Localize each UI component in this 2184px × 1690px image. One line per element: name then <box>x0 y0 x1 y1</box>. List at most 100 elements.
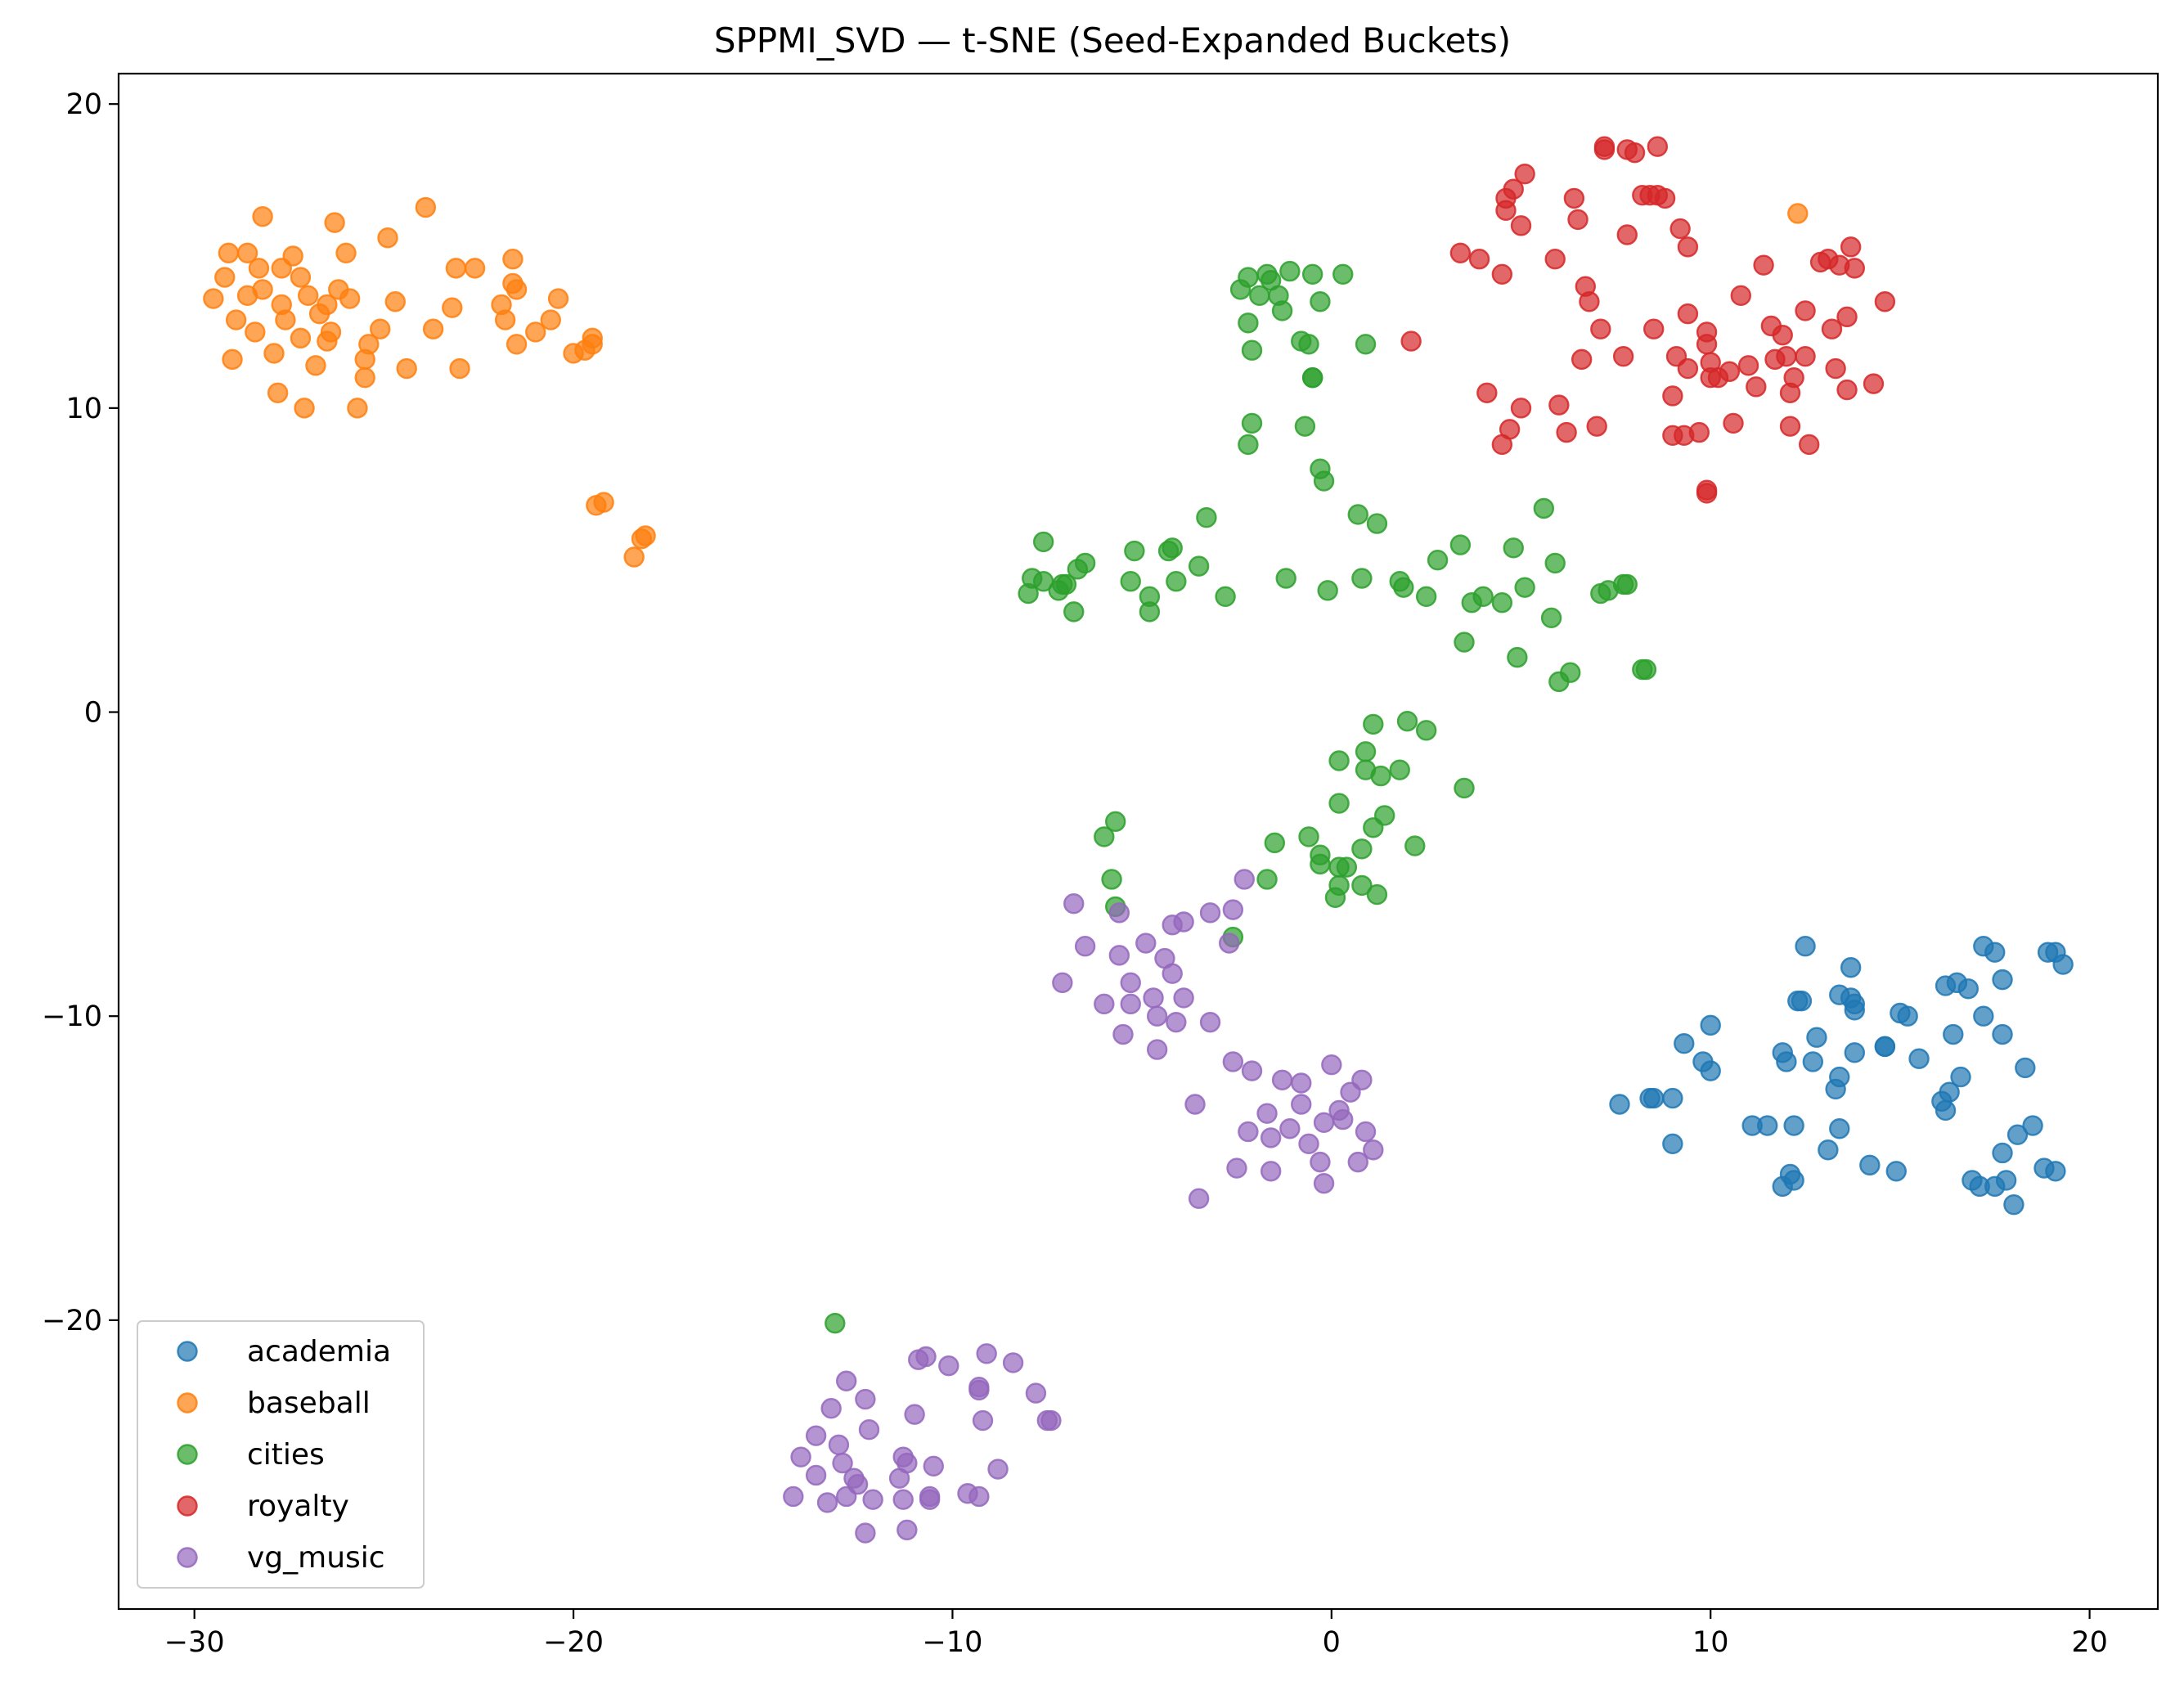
point-academia-22 <box>1818 1139 1839 1161</box>
point-vg_music-86 <box>816 1492 838 1513</box>
point-royalty-41 <box>1677 303 1699 325</box>
point-royalty-58 <box>1772 324 1793 346</box>
point-cities-61 <box>1540 607 1562 629</box>
point-baseball-50 <box>525 321 546 343</box>
point-vg_music-60 <box>862 1489 883 1510</box>
point-baseball-61 <box>635 525 656 546</box>
point-academia-38 <box>1908 1048 1930 1069</box>
point-royalty-46 <box>1696 479 1718 501</box>
point-cities-38 <box>1310 291 1331 312</box>
point-baseball-49 <box>506 334 528 355</box>
point-cities-51 <box>1427 549 1449 571</box>
point-vg_music-79 <box>968 1485 990 1508</box>
x-axis: −30 −20 −10 0 10 20 <box>164 1609 2108 1659</box>
point-cities-68 <box>1616 573 1638 596</box>
point-baseball-29 <box>339 288 361 309</box>
point-vg_music-38 <box>1310 1151 1331 1173</box>
point-cities-71 <box>1355 741 1377 762</box>
y-tick-label: 10 <box>65 393 102 425</box>
point-vg_music-2 <box>1074 936 1096 957</box>
point-vg_music-35 <box>1291 1072 1312 1094</box>
point-vg_music-73 <box>938 1355 959 1377</box>
point-baseball-26 <box>324 212 345 233</box>
point-cities-77 <box>1355 759 1377 780</box>
point-academia-16 <box>1795 936 1816 957</box>
point-cities-62 <box>1544 552 1566 574</box>
point-vg_music-39 <box>1313 1172 1335 1194</box>
point-baseball-2 <box>218 242 240 263</box>
point-baseball-51 <box>540 309 561 330</box>
point-vg_music-0 <box>1052 972 1073 994</box>
point-cities-30 <box>1271 300 1293 321</box>
point-baseball-41 <box>445 258 467 279</box>
point-cities-49 <box>1393 577 1414 598</box>
point-vg_music-24 <box>1222 899 1244 920</box>
point-royalty-53 <box>1737 355 1759 376</box>
point-cities-11 <box>1124 540 1145 562</box>
point-vg_music-19 <box>1184 1094 1206 1115</box>
legend-marker-vg_music <box>177 1547 198 1568</box>
legend-marker-cities <box>177 1444 198 1465</box>
point-royalty-1 <box>1468 249 1490 270</box>
point-royalty-19 <box>1579 291 1600 312</box>
point-baseball-21 <box>305 355 326 376</box>
point-academia-7 <box>1700 1060 1721 1081</box>
point-vg_music-1 <box>1063 892 1085 915</box>
point-vg_music-47 <box>1355 1121 1377 1143</box>
point-vg_music-23 <box>1219 933 1240 954</box>
point-royalty-54 <box>1746 376 1767 398</box>
point-vg_music-14 <box>1162 963 1183 984</box>
point-academia-17 <box>1802 1051 1824 1072</box>
point-baseball-10 <box>252 279 273 300</box>
point-royalty-24 <box>1612 345 1634 367</box>
point-royalty-60 <box>1779 416 1801 437</box>
point-vg_music-59 <box>858 1419 880 1441</box>
series-cities <box>825 260 1657 1334</box>
point-cities-18 <box>1196 506 1217 528</box>
point-academia-30 <box>1844 1000 1865 1021</box>
point-cities-96 <box>1101 869 1122 890</box>
point-baseball-8 <box>248 258 270 279</box>
point-royalty-63 <box>1795 300 1816 321</box>
point-baseball-38 <box>415 196 437 218</box>
point-academia-60 <box>2022 1115 2043 1136</box>
point-royalty-4 <box>1491 263 1513 285</box>
legend-marker-baseball <box>177 1392 198 1414</box>
point-baseball-19 <box>294 398 315 419</box>
point-academia-31 <box>1844 1042 1865 1063</box>
point-vg_music-28 <box>1238 1121 1259 1143</box>
point-cities-33 <box>1294 416 1316 437</box>
point-baseball-3 <box>222 348 243 371</box>
point-vg_music-48 <box>1363 1139 1384 1161</box>
point-cities-16 <box>1166 571 1187 592</box>
point-vg_music-87 <box>835 1485 857 1508</box>
point-royalty-30 <box>1643 318 1665 339</box>
point-baseball-5 <box>236 242 258 263</box>
point-vg_music-6 <box>1112 1023 1134 1045</box>
point-baseball-11 <box>263 343 285 364</box>
point-baseball-62 <box>1787 203 1809 224</box>
x-tick-label: −20 <box>543 1626 604 1659</box>
point-academia-54 <box>1992 1142 2013 1164</box>
point-vg_music-11 <box>1146 1005 1168 1027</box>
legend-label-vg_music: vg_music <box>247 1541 385 1575</box>
point-baseball-7 <box>245 321 266 343</box>
point-vg_music-26 <box>1226 1157 1247 1179</box>
point-academia-21 <box>1783 1170 1804 1191</box>
point-cities-6 <box>1055 573 1077 596</box>
point-academia-49 <box>1973 1005 1994 1027</box>
point-academia-45 <box>1950 1066 1971 1088</box>
point-vg_music-69 <box>923 1455 944 1477</box>
point-vg_music-67 <box>915 1346 937 1368</box>
point-academia-32 <box>1859 1154 1881 1176</box>
point-cities-10 <box>1120 571 1141 592</box>
point-cities-83 <box>1351 838 1373 860</box>
point-royalty-73 <box>1840 236 1862 258</box>
point-vg_music-9 <box>1135 933 1157 954</box>
point-royalty-62 <box>1783 366 1804 389</box>
point-cities-23 <box>1241 339 1263 361</box>
point-baseball-30 <box>347 398 368 419</box>
point-vg_music-46 <box>1351 1069 1373 1090</box>
point-cities-64 <box>1560 662 1581 683</box>
point-academia-26 <box>1829 1118 1850 1139</box>
